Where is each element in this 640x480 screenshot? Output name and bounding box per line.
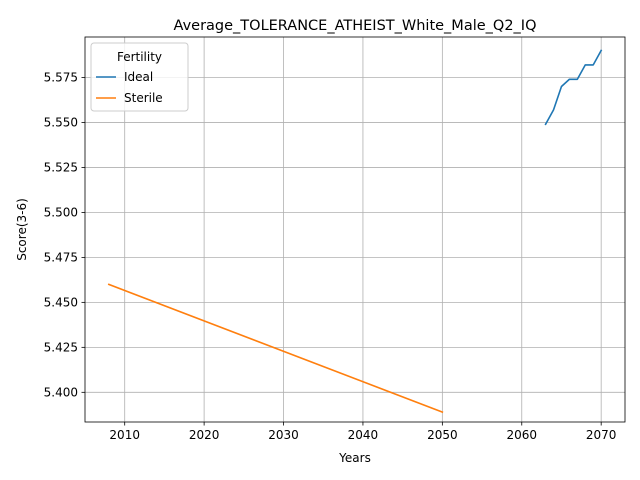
legend-label-ideal: Ideal (124, 70, 153, 84)
legend: Fertility Ideal Sterile (90, 42, 189, 112)
legend-box (90, 42, 189, 112)
x-axis-label: Years (338, 451, 371, 465)
y-axis-ticks: 5.400 5.425 5.450 5.475 5.500 5.525 5.550 5.575 (44, 71, 85, 400)
y-tick-label: 5.425 (44, 341, 78, 355)
legend-label-sterile: Sterile (124, 91, 163, 105)
x-tick-label: 2070 (586, 428, 617, 442)
x-tick-label: 2050 (427, 428, 458, 442)
grid-lines (85, 37, 625, 422)
y-tick-label: 5.400 (44, 386, 78, 400)
y-tick-label: 5.475 (44, 251, 78, 265)
plot-area-frame (84, 36, 626, 423)
x-tick-label: 2040 (348, 428, 379, 442)
x-tick-label: 2010 (109, 428, 140, 442)
x-tick-label: 2060 (506, 428, 537, 442)
y-tick-label: 5.500 (44, 206, 78, 220)
series-line-ideal (544, 49, 603, 126)
y-tick-label: 5.575 (44, 71, 78, 85)
series-line-sterile (107, 283, 444, 414)
x-tick-label: 2020 (189, 428, 220, 442)
x-tick-label: 2030 (268, 428, 299, 442)
y-tick-label: 5.525 (44, 161, 78, 175)
chart-title: Average_TOLERANCE_ATHEIST_White_Male_Q2_… (174, 18, 537, 34)
x-axis-ticks: 2010 2020 2030 2040 2050 2060 2070 (109, 422, 616, 442)
y-axis-label: Score(3-6) (15, 198, 29, 261)
legend-title: Fertility (117, 50, 162, 64)
y-tick-label: 5.550 (44, 116, 78, 130)
series-lines (107, 49, 603, 414)
y-tick-label: 5.450 (44, 296, 78, 310)
